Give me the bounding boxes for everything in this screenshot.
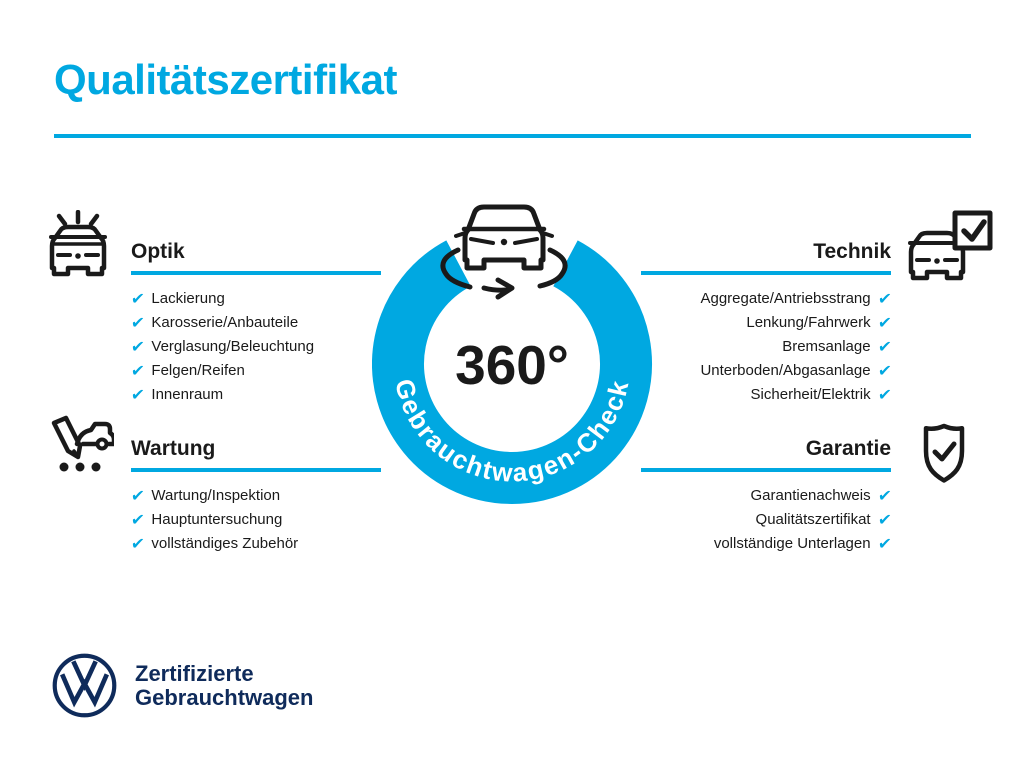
service-record-icon	[48, 414, 114, 480]
badge-value: 360°	[455, 334, 569, 396]
vw-logo	[51, 652, 118, 719]
section-title-garantie: Garantie	[805, 437, 891, 460]
check-icon: ✔	[130, 533, 146, 553]
list-item-label: Lackierung	[151, 290, 225, 307]
section-technik: Technik Aggregate/Antriebsstrang ✔ Lenkun…	[641, 240, 893, 407]
list-item: ✔ vollständiges Zubehör	[130, 532, 381, 556]
list-item: ✔ Lackierung	[130, 287, 381, 311]
section-title-technik: Technik	[813, 240, 891, 263]
shield-check-icon	[916, 422, 973, 485]
badge-360-check: Gebrauchtwagen-Check 360°	[372, 198, 654, 515]
checklist-garantie: Garantienachweis ✔ Qualitätszertifikat ✔ v…	[641, 484, 893, 556]
brand-wordmark: Zertifizierte Gebrauchtwagen	[135, 662, 313, 710]
list-item: vollständige Unterlagen ✔	[641, 532, 893, 556]
list-item-label: vollständige Unterlagen	[713, 535, 871, 552]
list-item-label: Garantienachweis	[750, 487, 871, 504]
check-icon: ✔	[130, 336, 146, 356]
check-icon: ✔	[876, 288, 893, 308]
check-icon: ✔	[876, 312, 893, 332]
section-underline	[641, 468, 891, 472]
checklist-wartung: ✔ Wartung/Inspektion ✔ Hauptuntersuchung ✔…	[130, 484, 381, 556]
car-360-rotation-icon	[440, 204, 568, 300]
list-item-label: vollständiges Zubehör	[151, 535, 299, 552]
list-item: ✔ Felgen/Reifen	[130, 359, 381, 383]
checklist-technik: Aggregate/Antriebsstrang ✔ Lenkung/Fahrwe…	[641, 287, 893, 407]
list-item-label: Innenraum	[151, 386, 224, 403]
check-icon: ✔	[876, 485, 893, 505]
list-item: Lenkung/Fahrwerk ✔	[641, 311, 893, 335]
check-icon: ✔	[876, 384, 893, 404]
list-item-label: Hauptuntersuchung	[151, 511, 283, 528]
badge-ring	[372, 240, 652, 504]
list-item: ✔ Karosserie/Anbauteile	[130, 311, 381, 335]
list-item: Aggregate/Antriebsstrang ✔	[641, 287, 893, 311]
page-title: Qualitätszertifikat	[54, 56, 397, 103]
header-divider	[54, 134, 971, 138]
check-icon: ✔	[130, 485, 146, 505]
brand-line1: Zertifizierte	[135, 661, 254, 686]
check-icon: ✔	[130, 360, 146, 380]
list-item: ✔ Innenraum	[130, 383, 381, 407]
check-icon: ✔	[876, 336, 893, 356]
list-item-label: Aggregate/Antriebsstrang	[700, 290, 871, 307]
car-checklist-icon	[905, 210, 995, 284]
check-icon: ✔	[130, 384, 146, 404]
section-underline	[131, 468, 381, 472]
list-item: ✔ Hauptuntersuchung	[130, 508, 381, 532]
section-optik: Optik ✔ Lackierung ✔ Karosserie/Anbauteile…	[130, 240, 381, 407]
list-item-label: Unterboden/Abgasanlage	[700, 362, 871, 379]
list-item-label: Verglasung/Beleuchtung	[151, 338, 315, 355]
list-item: Bremsanlage ✔	[641, 335, 893, 359]
list-item-label: Bremsanlage	[782, 338, 871, 355]
list-item: ✔ Wartung/Inspektion	[130, 484, 381, 508]
checklist-optik: ✔ Lackierung ✔ Karosserie/Anbauteile ✔ Verg…	[130, 287, 381, 407]
brand-line2: Gebrauchtwagen	[135, 685, 314, 710]
section-underline	[131, 271, 381, 275]
list-item-label: Felgen/Reifen	[151, 362, 245, 379]
car-shine-icon	[46, 210, 110, 280]
section-garantie: Garantie Garantienachweis ✔ Qualitätszert…	[641, 437, 893, 556]
check-icon: ✔	[130, 509, 146, 529]
list-item-label: Sicherheit/Elektrik	[750, 386, 871, 403]
section-title-optik: Optik	[131, 240, 185, 263]
list-item: Unterboden/Abgasanlage ✔	[641, 359, 893, 383]
list-item: Qualitätszertifikat ✔	[641, 508, 893, 532]
check-icon: ✔	[876, 360, 893, 380]
list-item-label: Lenkung/Fahrwerk	[746, 314, 871, 331]
check-icon: ✔	[130, 312, 146, 332]
list-item: Sicherheit/Elektrik ✔	[641, 383, 893, 407]
list-item-label: Karosserie/Anbauteile	[151, 314, 299, 331]
section-underline	[641, 271, 891, 275]
check-icon: ✔	[130, 288, 146, 308]
list-item: ✔ Verglasung/Beleuchtung	[130, 335, 381, 359]
list-item: Garantienachweis ✔	[641, 484, 893, 508]
list-item-label: Qualitätszertifikat	[755, 511, 871, 528]
list-item-label: Wartung/Inspektion	[151, 487, 281, 504]
section-wartung: Wartung ✔ Wartung/Inspektion ✔ Hauptunters…	[130, 437, 381, 556]
check-icon: ✔	[876, 533, 893, 553]
check-icon: ✔	[876, 509, 893, 529]
section-title-wartung: Wartung	[131, 437, 216, 460]
